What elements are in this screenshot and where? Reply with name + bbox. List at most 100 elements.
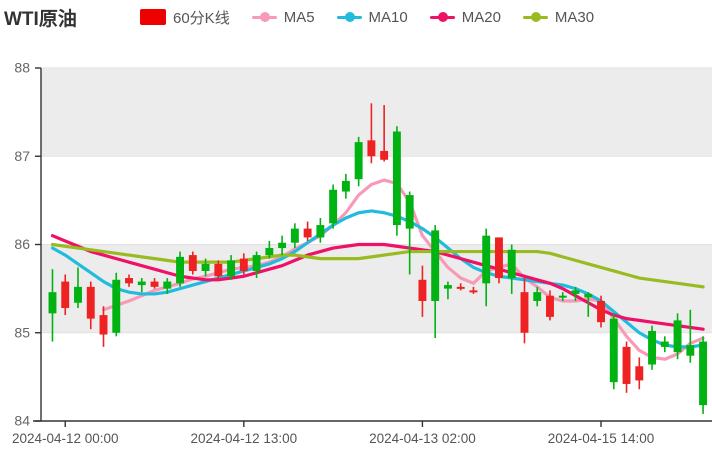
candlestick xyxy=(163,278,172,294)
candlestick xyxy=(469,286,478,294)
candlestick-series xyxy=(48,103,708,414)
candle-body xyxy=(558,295,567,298)
candlestick xyxy=(533,286,542,307)
candle-body xyxy=(316,225,325,238)
legend-label: MA10 xyxy=(368,8,408,26)
legend-label: MA5 xyxy=(283,8,315,26)
candle-body xyxy=(431,230,440,301)
candlestick xyxy=(329,184,338,229)
candlestick xyxy=(558,292,567,301)
candlestick xyxy=(648,325,656,370)
candle-body xyxy=(265,248,274,256)
candlestick xyxy=(673,313,682,360)
legend-item-ma10[interactable]: MA10 xyxy=(336,6,408,28)
candlestick xyxy=(622,341,631,393)
y-tick-label: 88 xyxy=(14,60,30,76)
candle-body xyxy=(405,195,414,229)
legend-line-icon xyxy=(429,11,455,23)
candle-body xyxy=(571,290,580,294)
legend-line-icon xyxy=(336,11,362,23)
candlestick xyxy=(699,336,708,414)
x-tick-label: 2024-04-15 14:00 xyxy=(548,431,655,446)
candlestick xyxy=(367,103,376,164)
candle-body xyxy=(546,295,554,317)
candle-body xyxy=(74,286,82,303)
candlestick xyxy=(405,191,414,275)
candle-body xyxy=(520,292,529,333)
chart-header: WTI原油 60分K线 MA5 MA10 MA20 MA30 xyxy=(0,0,712,36)
candle-body xyxy=(176,256,185,284)
candlestick xyxy=(571,286,580,301)
candle-body xyxy=(99,315,108,335)
legend-item-ma30[interactable]: MA30 xyxy=(522,6,594,28)
candlestick xyxy=(354,136,363,187)
candle-body xyxy=(252,255,261,271)
candlestick xyxy=(290,223,299,249)
candlestick xyxy=(431,225,440,339)
candle-body xyxy=(660,341,669,347)
candle-body xyxy=(239,258,248,271)
ma-line-ma30 xyxy=(50,242,705,289)
candle-body xyxy=(188,255,197,271)
candle-body xyxy=(392,131,401,226)
candlestick xyxy=(99,306,108,347)
candlestick xyxy=(150,278,159,289)
y-tick-label: 84 xyxy=(14,413,30,429)
candle-body xyxy=(699,341,708,406)
candle-body xyxy=(380,150,389,160)
candle-body xyxy=(584,293,593,298)
y-tick-label: 85 xyxy=(14,324,30,340)
candlestick xyxy=(507,244,516,294)
plot-area: 88 87 86 85 84 2024-04-12 00:00 2024-04-12 13… xyxy=(0,36,712,454)
candle-body xyxy=(648,330,656,365)
candle-body xyxy=(341,180,350,192)
legend-item-60k[interactable]: 60分K线 xyxy=(140,6,230,28)
legend-line-icon xyxy=(522,11,548,23)
candlestick xyxy=(392,126,401,236)
candle-body xyxy=(622,346,631,384)
candle-body xyxy=(673,320,682,353)
legend-item-ma5[interactable]: MA5 xyxy=(251,6,315,28)
legend-label: 60分K线 xyxy=(173,9,230,27)
candlestick xyxy=(74,267,82,309)
candlestick xyxy=(584,292,593,317)
page-title: WTI原油 xyxy=(4,9,77,30)
x-tick-label: 2024-04-12 00:00 xyxy=(12,431,119,446)
candle-body xyxy=(150,281,159,287)
candlestick xyxy=(341,173,350,199)
candlestick xyxy=(495,237,503,284)
y-axis-ticks: 88 87 86 85 84 xyxy=(14,60,41,429)
candlestick xyxy=(48,269,57,342)
candlestick xyxy=(137,278,146,293)
candlestick xyxy=(112,272,121,337)
candle-body xyxy=(635,366,644,381)
legend-line-icon xyxy=(251,11,277,23)
legend-swatch-icon xyxy=(140,9,166,25)
candle-body xyxy=(507,249,516,279)
candlestick xyxy=(456,283,465,291)
legend-label: MA20 xyxy=(461,8,501,26)
candlestick xyxy=(443,281,452,300)
candlestick xyxy=(418,265,427,317)
candlestick xyxy=(482,228,491,307)
candlestick xyxy=(546,290,554,321)
candlestick xyxy=(227,255,236,280)
candlestick xyxy=(252,251,261,279)
legend-item-ma20[interactable]: MA20 xyxy=(429,6,501,28)
ma-line-ma10 xyxy=(50,209,705,349)
candle-body xyxy=(443,285,452,289)
candle-body xyxy=(227,260,236,277)
candlestick xyxy=(520,278,529,344)
candle-body xyxy=(418,279,427,301)
grid-band xyxy=(41,68,712,157)
candle-body xyxy=(495,237,503,279)
candle-body xyxy=(329,189,338,224)
candlestick xyxy=(188,251,197,275)
candle-body xyxy=(125,278,133,284)
candlestick xyxy=(201,258,210,277)
candle-body xyxy=(367,140,376,157)
candle-body xyxy=(112,279,121,333)
candle-body xyxy=(597,300,605,323)
candle-body xyxy=(609,318,618,383)
